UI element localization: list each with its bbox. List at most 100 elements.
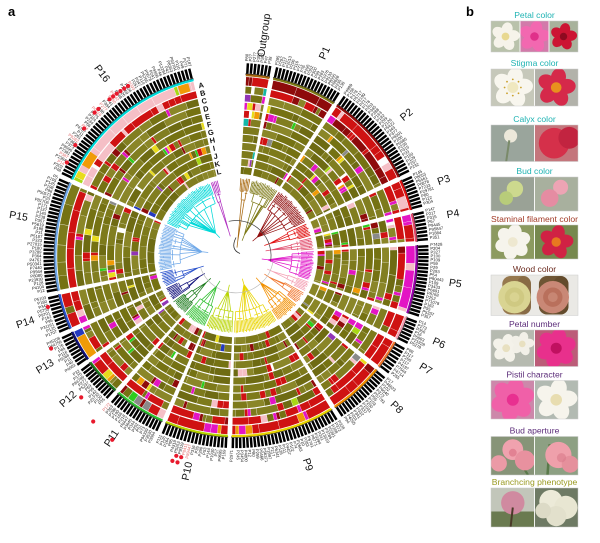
svg-text:P245: P245 (236, 450, 241, 460)
svg-text:P238: P238 (35, 213, 46, 220)
svg-text:P95847: P95847 (428, 225, 444, 232)
svg-text:Wood color: Wood color (513, 264, 556, 274)
svg-text:P145: P145 (45, 179, 57, 187)
svg-text:P182: P182 (375, 112, 386, 123)
svg-text:Bud color: Bud color (516, 166, 552, 176)
svg-text:K: K (214, 159, 222, 169)
svg-text:P239: P239 (397, 141, 408, 151)
svg-text:P7: P7 (417, 361, 434, 378)
svg-text:P4197: P4197 (397, 360, 410, 371)
svg-text:P283: P283 (316, 69, 325, 81)
svg-text:P7440: P7440 (30, 265, 43, 271)
svg-text:P4003: P4003 (64, 362, 77, 373)
svg-text:P140: P140 (36, 209, 47, 216)
svg-text:P105: P105 (46, 175, 58, 184)
svg-text:P187: P187 (185, 56, 192, 67)
svg-text:P147: P147 (425, 206, 436, 213)
svg-text:P2971: P2971 (229, 449, 234, 462)
svg-text:P126: P126 (277, 445, 284, 456)
svg-text:P253: P253 (364, 101, 375, 112)
svg-text:P315: P315 (426, 214, 437, 221)
svg-text:P190: P190 (110, 408, 120, 419)
svg-text:P7381: P7381 (58, 146, 72, 157)
svg-text:P23930: P23930 (28, 276, 44, 283)
svg-text:P126: P126 (158, 435, 166, 447)
svg-text:P390: P390 (107, 94, 117, 105)
svg-text:P316: P316 (189, 444, 196, 455)
svg-text:P120: P120 (93, 394, 104, 405)
svg-text:Petal color: Petal color (514, 10, 555, 20)
svg-text:P9096: P9096 (60, 142, 73, 153)
svg-text:P95: P95 (45, 318, 54, 325)
svg-text:P5: P5 (448, 277, 463, 291)
svg-text:P166: P166 (114, 411, 124, 422)
svg-text:P6741: P6741 (306, 435, 315, 449)
svg-text:P100: P100 (430, 253, 440, 258)
svg-text:P50341: P50341 (27, 261, 42, 267)
svg-text:P6685: P6685 (395, 136, 408, 147)
svg-text:P38: P38 (97, 106, 106, 115)
svg-text:P14: P14 (57, 158, 67, 166)
svg-text:P204: P204 (430, 246, 441, 251)
svg-text:P217: P217 (426, 210, 437, 217)
svg-text:P38: P38 (267, 55, 273, 64)
svg-text:P387: P387 (58, 150, 70, 160)
svg-text:P5103: P5103 (34, 295, 48, 303)
svg-text:P261: P261 (71, 130, 82, 140)
svg-text:P5619: P5619 (31, 221, 44, 228)
svg-text:P74: P74 (292, 440, 299, 449)
svg-text:P47: P47 (263, 55, 269, 64)
svg-text:P8628: P8628 (330, 74, 341, 88)
svg-text:P40: P40 (65, 359, 75, 368)
svg-text:P218: P218 (117, 413, 127, 424)
svg-text:P384: P384 (101, 99, 112, 110)
svg-text:P9466: P9466 (258, 448, 264, 461)
svg-text:P357: P357 (420, 312, 431, 320)
svg-text:P94: P94 (343, 415, 352, 425)
svg-text:P109: P109 (430, 257, 441, 262)
svg-text:P262: P262 (259, 52, 265, 63)
svg-text:P137: P137 (37, 206, 48, 213)
svg-text:P3785: P3785 (323, 427, 333, 441)
svg-text:P164: P164 (162, 436, 170, 448)
svg-text:P357: P357 (34, 217, 45, 224)
svg-text:P324: P324 (87, 112, 98, 123)
svg-text:P206: P206 (288, 58, 296, 69)
svg-text:P259: P259 (255, 449, 261, 460)
svg-text:P163: P163 (372, 110, 383, 121)
svg-text:J: J (213, 151, 219, 161)
svg-text:P4714: P4714 (392, 367, 405, 379)
svg-text:P122: P122 (422, 195, 433, 203)
svg-text:P5253: P5253 (173, 440, 181, 454)
svg-text:P2683: P2683 (295, 439, 304, 453)
svg-text:Petal number: Petal number (509, 319, 560, 329)
svg-text:P12: P12 (247, 449, 252, 457)
svg-text:P59: P59 (430, 261, 438, 266)
svg-text:P29781: P29781 (419, 185, 435, 195)
svg-text:P128: P128 (33, 280, 44, 286)
svg-text:Staminal filament color: Staminal filament color (491, 214, 578, 224)
svg-text:P5278: P5278 (409, 340, 423, 350)
svg-text:P241: P241 (316, 430, 325, 442)
svg-text:P17: P17 (385, 376, 394, 385)
svg-text:P117: P117 (399, 357, 410, 367)
svg-text:P54: P54 (429, 272, 438, 278)
svg-text:P377: P377 (388, 128, 399, 138)
svg-text:P198: P198 (33, 225, 44, 231)
svg-text:P303: P303 (53, 161, 65, 170)
svg-text:P327: P327 (430, 250, 440, 255)
svg-text:P171: P171 (38, 202, 49, 209)
svg-text:P3289: P3289 (29, 249, 42, 254)
svg-text:P180: P180 (32, 245, 43, 250)
svg-text:P56: P56 (83, 120, 92, 129)
svg-text:P293: P293 (430, 268, 441, 274)
svg-text:P5561: P5561 (415, 175, 429, 184)
svg-text:P9319: P9319 (177, 441, 185, 455)
svg-text:P14: P14 (418, 319, 427, 327)
svg-text:P8363: P8363 (165, 60, 174, 74)
svg-text:P1707: P1707 (45, 329, 59, 339)
svg-text:P21928: P21928 (411, 337, 427, 348)
svg-text:P49: P49 (178, 61, 185, 70)
svg-text:P102: P102 (380, 382, 391, 393)
svg-text:P55: P55 (370, 393, 379, 402)
